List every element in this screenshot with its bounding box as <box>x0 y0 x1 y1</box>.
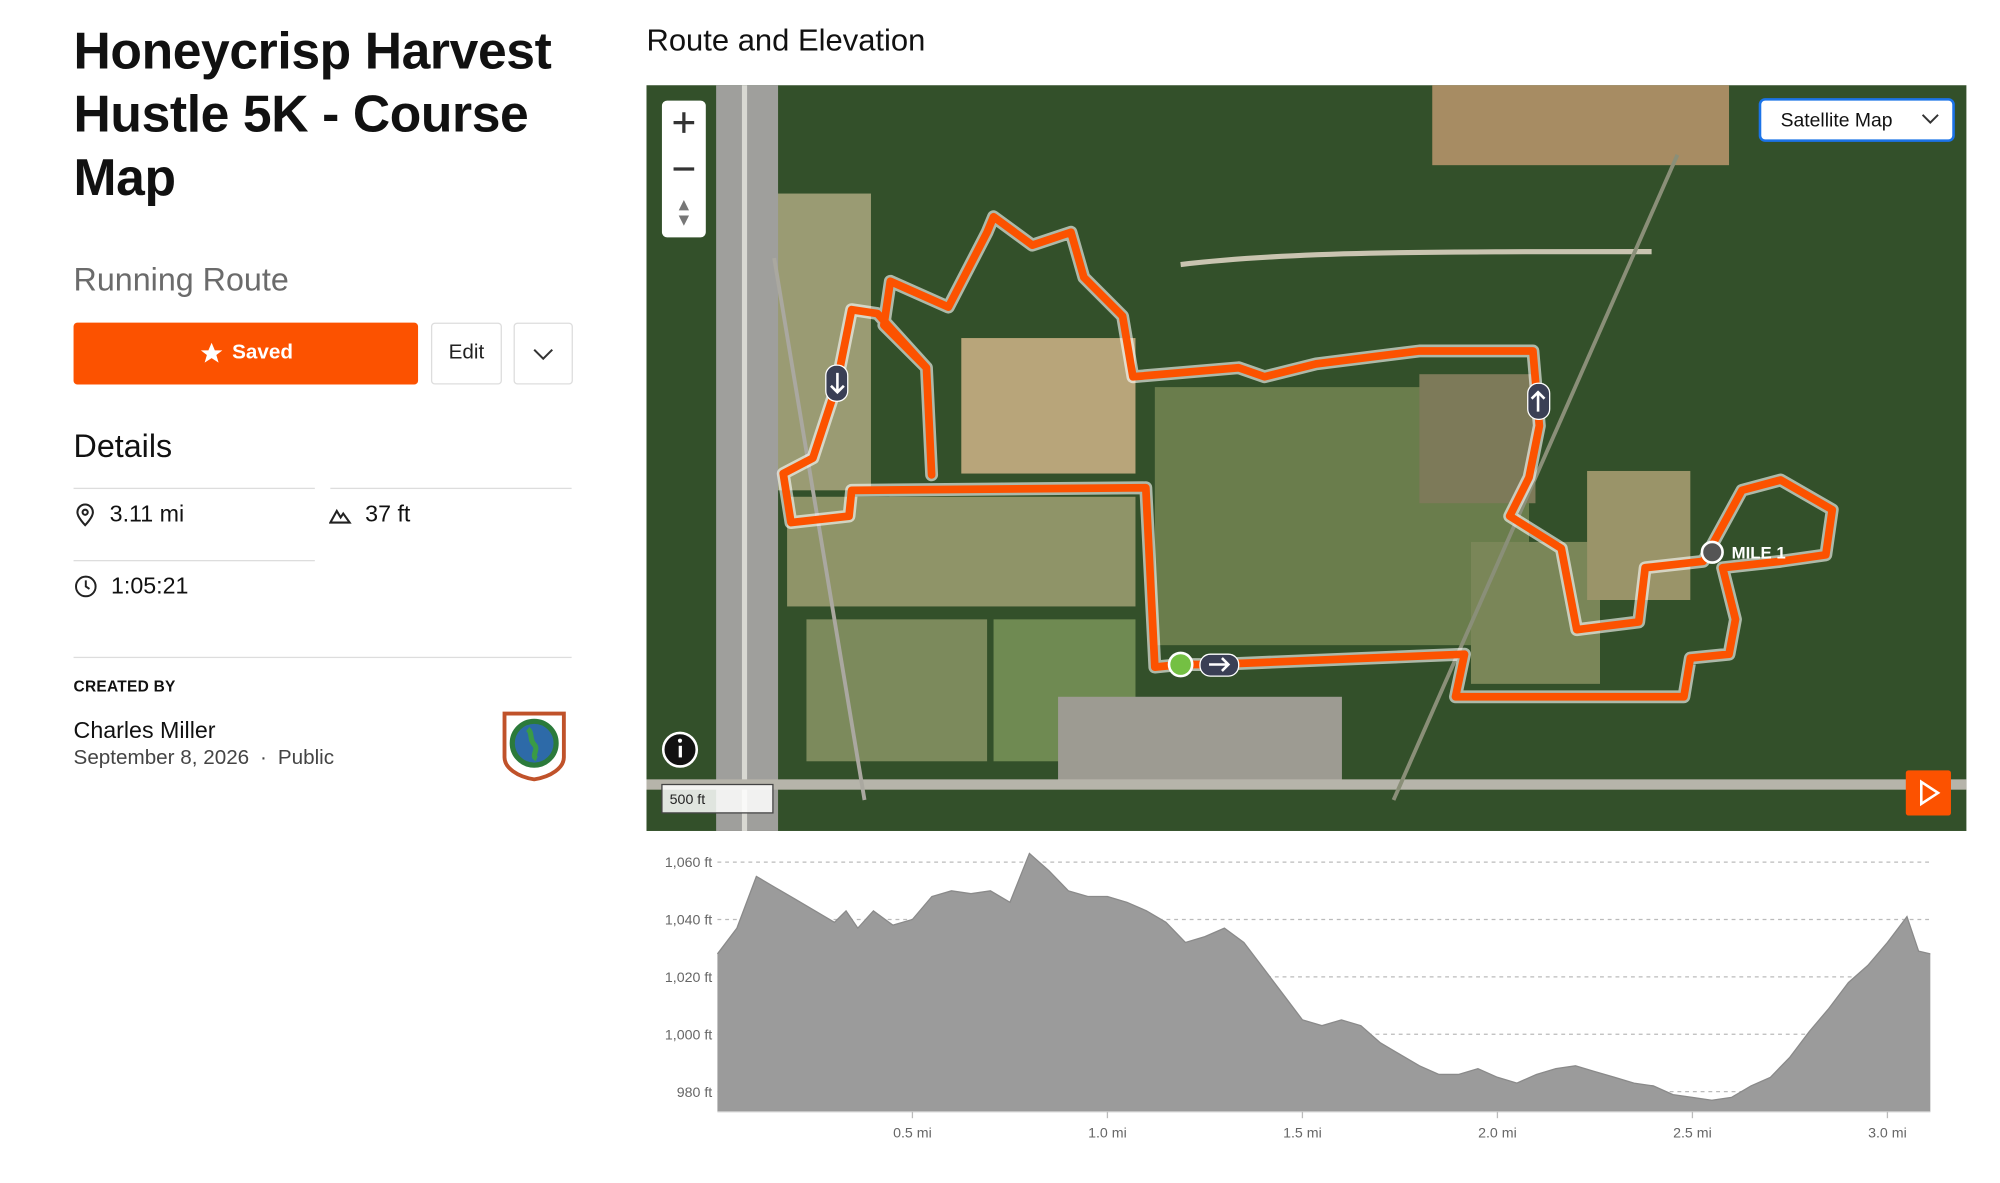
pin-icon <box>76 502 94 526</box>
saved-button[interactable]: Saved <box>73 322 419 385</box>
separator: · <box>260 747 267 770</box>
creator-meta: September 8, 2026 · Public <box>74 747 335 770</box>
chevron <box>533 348 553 361</box>
x-tick-label: 2.5 mi <box>1673 1126 1712 1142</box>
created-by-label: CREATED BY <box>73 677 176 696</box>
star-icon <box>200 342 223 363</box>
duration-stat: 1:05:21 <box>74 572 189 600</box>
distance-stat: 3.11 mi <box>74 500 185 528</box>
creator-logo[interactable] <box>499 708 569 782</box>
edit-button[interactable]: Edit <box>430 322 502 385</box>
route-type: Running Route <box>73 261 289 299</box>
divider <box>330 487 572 490</box>
divider <box>73 559 315 562</box>
visibility: Public <box>277 747 335 770</box>
y-tick-label: 1,060 ft <box>665 855 712 871</box>
y-tick-label: 980 ft <box>677 1085 713 1101</box>
elevation-gain: 37 ft <box>365 500 411 527</box>
details-heading: Details <box>73 428 173 465</box>
x-tick-label: 0.5 mi <box>893 1126 932 1142</box>
divider <box>73 656 572 659</box>
elevation-chart: 980 ft 1,000 ft 1,020 ft 1,040 ft 1,060 ft 0.… <box>665 852 1931 1142</box>
creator-name[interactable]: Charles Miller <box>73 717 216 744</box>
elevation-line <box>716 852 1931 1101</box>
x-tick-label: 3.0 mi <box>1868 1126 1907 1142</box>
y-tick-label: 1,000 ft <box>665 1027 712 1043</box>
mountain-icon <box>329 508 352 523</box>
mile-marker: MILE 1 <box>1732 544 1786 563</box>
map-scale: 500 ft <box>670 792 706 808</box>
y-tick-label: 1,020 ft <box>665 970 712 986</box>
saved-label: Saved <box>232 341 293 364</box>
map-type: Satellite Map <box>1781 109 1893 131</box>
more-button[interactable] <box>513 322 573 385</box>
map[interactable]: MILE 1 Satellite Map 500 ft <box>646 85 1967 831</box>
y-tick-label: 1,040 ft <box>665 913 712 929</box>
x-tick-label: 1.0 mi <box>1088 1126 1127 1142</box>
route-title: Honeycrisp Harvest Hustle 5K - Course Ma… <box>73 23 552 207</box>
play-button[interactable] <box>1905 770 1951 816</box>
map-heading: Route and Elevation <box>646 23 926 59</box>
area-fill <box>717 853 1931 1112</box>
distance: 3.11 mi <box>109 500 185 527</box>
x-tick-label: 2.0 mi <box>1478 1126 1517 1142</box>
elevation-stat: 37 ft <box>329 501 410 528</box>
duration: 1:05:21 <box>110 572 189 599</box>
clock-icon <box>75 575 97 598</box>
edit-label: Edit <box>448 341 485 364</box>
x-tick-label: 1.5 mi <box>1283 1126 1322 1142</box>
map-type-select[interactable] <box>1758 98 1955 142</box>
divider <box>73 487 315 490</box>
date: September 8, 2026 <box>73 747 250 770</box>
